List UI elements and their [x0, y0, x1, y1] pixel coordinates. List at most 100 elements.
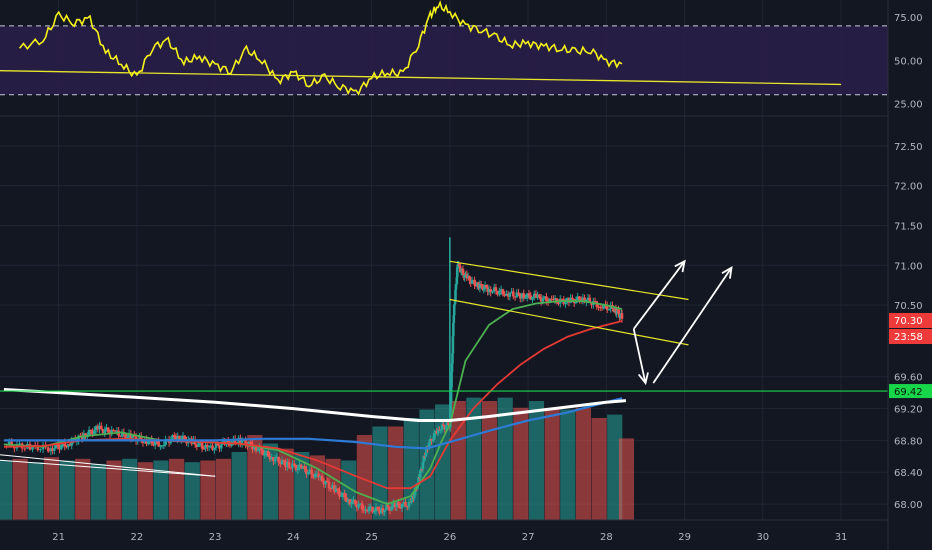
candle-body[interactable] — [404, 501, 407, 507]
candle-body[interactable] — [119, 435, 122, 437]
candle-body[interactable] — [286, 462, 289, 467]
candle-body[interactable] — [155, 441, 159, 443]
candle-body[interactable] — [478, 284, 482, 289]
candle-body[interactable] — [365, 509, 369, 512]
candle-body[interactable] — [541, 298, 545, 302]
candle-body[interactable] — [388, 507, 392, 511]
candle-body[interactable] — [93, 430, 96, 435]
candle-body[interactable] — [465, 274, 469, 279]
candle-body[interactable] — [336, 488, 340, 491]
candle-body[interactable] — [571, 297, 574, 300]
candle-body[interactable] — [126, 436, 129, 439]
candle-body[interactable] — [487, 289, 491, 292]
candle-body[interactable] — [152, 443, 155, 446]
candle-body[interactable] — [183, 435, 187, 440]
candle-body[interactable] — [527, 293, 531, 296]
candle-body[interactable] — [112, 429, 115, 431]
candle-body[interactable] — [455, 277, 459, 284]
candle-body[interactable] — [273, 458, 277, 462]
candle-body[interactable] — [473, 279, 476, 286]
candle-body[interactable] — [101, 429, 105, 433]
candle-body[interactable] — [515, 292, 519, 297]
candle-body[interactable] — [491, 291, 494, 293]
candle-body[interactable] — [348, 499, 352, 505]
candle-body[interactable] — [597, 306, 600, 308]
candle-body[interactable] — [320, 475, 324, 482]
candle-body[interactable] — [505, 293, 508, 296]
candle-body[interactable] — [529, 295, 533, 300]
candle-body[interactable] — [431, 439, 435, 442]
channel-upper-line[interactable] — [449, 260, 689, 301]
candle-body[interactable] — [206, 444, 209, 448]
candle-body[interactable] — [499, 289, 503, 292]
candle-body[interactable] — [374, 507, 378, 512]
candle-body[interactable] — [87, 429, 91, 436]
candle-body[interactable] — [492, 287, 496, 292]
candle-body[interactable] — [202, 448, 206, 450]
candle-body[interactable] — [56, 443, 60, 447]
candle-body[interactable] — [331, 485, 334, 489]
candle-body[interactable] — [464, 274, 467, 276]
candle-body[interactable] — [272, 457, 275, 462]
candle-body[interactable] — [451, 353, 454, 364]
candle-body[interactable] — [113, 430, 117, 432]
candle-body[interactable] — [479, 284, 483, 286]
candle-body[interactable] — [239, 438, 242, 445]
old-trendline-2[interactable] — [0, 459, 216, 477]
candle-body[interactable] — [138, 435, 141, 439]
candle-body[interactable] — [450, 363, 454, 372]
candle-body[interactable] — [39, 449, 42, 451]
candle-body[interactable] — [412, 495, 416, 499]
candle-body[interactable] — [178, 435, 181, 441]
candle-body[interactable] — [334, 488, 338, 492]
candle-body[interactable] — [407, 501, 411, 507]
candle-body[interactable] — [153, 441, 157, 446]
candle-body[interactable] — [463, 275, 466, 278]
candle-body[interactable] — [586, 297, 590, 300]
candle-body[interactable] — [360, 503, 364, 510]
candle-body[interactable] — [105, 427, 108, 430]
candle-body[interactable] — [454, 289, 457, 300]
candle-body[interactable] — [434, 430, 437, 433]
candle-body[interactable] — [228, 443, 232, 446]
candle-body[interactable] — [525, 293, 529, 298]
candle-body[interactable] — [89, 429, 93, 432]
candle-body[interactable] — [226, 440, 230, 444]
candle-body[interactable] — [197, 443, 200, 447]
candle-body[interactable] — [393, 503, 397, 507]
candle-body[interactable] — [539, 297, 543, 302]
candle-body[interactable] — [362, 509, 366, 511]
old-trendline-1[interactable] — [0, 454, 216, 477]
candle-body[interactable] — [538, 294, 541, 298]
candle-body[interactable] — [172, 435, 176, 438]
candle-body[interactable] — [268, 456, 272, 460]
candle-body[interactable] — [160, 445, 164, 447]
candle-body[interactable] — [325, 480, 329, 482]
candle-body[interactable] — [174, 437, 178, 440]
candle-body[interactable] — [254, 447, 258, 451]
candle-body[interactable] — [216, 443, 220, 446]
candle-body[interactable] — [319, 475, 322, 478]
candle-body[interactable] — [94, 426, 98, 431]
candle-body[interactable] — [209, 445, 213, 447]
candle-body[interactable] — [66, 444, 70, 447]
candle-body[interactable] — [212, 447, 216, 450]
candle-body[interactable] — [359, 503, 362, 505]
candle-body[interactable] — [341, 492, 345, 496]
candle-body[interactable] — [270, 457, 273, 460]
candle-body[interactable] — [305, 469, 308, 475]
candle-body[interactable] — [413, 488, 417, 496]
candle-body[interactable] — [552, 298, 555, 301]
candle-body[interactable] — [162, 445, 166, 447]
candle-body[interactable] — [430, 438, 433, 442]
candle-body[interactable] — [195, 444, 199, 447]
candle-body[interactable] — [275, 456, 279, 459]
candle-body[interactable] — [545, 296, 548, 302]
candle-body[interactable] — [399, 505, 402, 509]
candle-body[interactable] — [532, 293, 536, 297]
candle-body[interactable] — [141, 440, 145, 443]
candle-body[interactable] — [103, 429, 107, 433]
candle-body[interactable] — [524, 297, 527, 299]
candle-body[interactable] — [176, 435, 180, 440]
candle-body[interactable] — [317, 473, 320, 478]
